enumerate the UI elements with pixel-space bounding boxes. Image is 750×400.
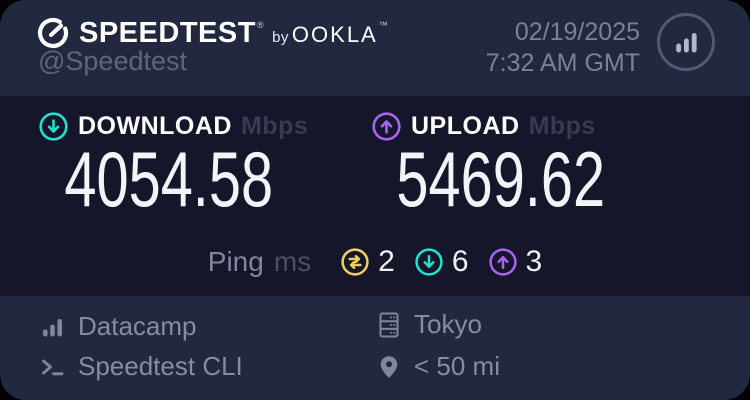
server-location: Tokyo [414, 309, 482, 339]
datetime: 02/19/2025 7:32 AM GMT [486, 17, 640, 79]
result-date: 02/19/2025 [514, 18, 640, 46]
download-section-label: DOWNLOAD Mbps [38, 111, 308, 142]
distance-value: < 50 mi [414, 351, 500, 381]
app-detail: Speedtest CLI [40, 351, 243, 382]
download-unit: Mbps [240, 112, 309, 140]
upload-section-label: UPLOAD Mbps [371, 111, 596, 142]
isp-detail: Datacamp [40, 311, 197, 342]
upload-label: UPLOAD [411, 112, 520, 140]
brand-trademark: ® [256, 19, 265, 30]
upload-value: 5469.62 [396, 135, 606, 223]
company-trademark: ™ [378, 19, 389, 30]
idle-latency-icon [341, 248, 369, 276]
latency-row: Ping ms 2 6 [0, 245, 750, 279]
brand-text: SPEEDTEST [79, 16, 256, 49]
location-pin-icon [380, 355, 398, 378]
app-name: Speedtest CLI [78, 351, 243, 381]
result-bars-badge [657, 13, 715, 71]
download-latency-value: 6 [451, 245, 469, 278]
upload-arrow-icon [372, 112, 401, 141]
idle-latency-value: 2 [378, 245, 395, 278]
result-time: 7:32 AM GMT [485, 49, 640, 77]
logo-wordmark: SPEEDTEST® by OOKLA™ [79, 17, 388, 50]
ping-label: Ping [207, 246, 264, 277]
server-icon [379, 312, 399, 337]
by-text: by [272, 28, 289, 46]
server-detail: Tokyo [376, 309, 482, 340]
speedtest-logo: SPEEDTEST® by OOKLA™ [36, 16, 388, 50]
download-latency-icon [415, 248, 443, 276]
distance-detail: < 50 mi [376, 351, 500, 382]
terminal-icon [42, 359, 64, 375]
idle-latency-group: 2 [340, 245, 395, 279]
upload-latency-group: 3 [488, 245, 543, 279]
upload-latency-value: 3 [525, 245, 543, 278]
download-label: DOWNLOAD [78, 112, 232, 140]
header-band [0, 0, 750, 96]
upload-unit: Mbps [528, 112, 596, 140]
bars-icon [675, 32, 697, 52]
isp-bars-icon [43, 318, 62, 336]
username: @Speedtest [38, 46, 188, 76]
company-text: OOKLA [291, 21, 378, 47]
download-value: 4054.58 [64, 135, 274, 223]
gauge-icon [37, 17, 69, 49]
footer-band [0, 296, 750, 400]
ping-unit: ms [273, 246, 312, 277]
download-latency-group: 6 [414, 245, 469, 279]
isp-name: Datacamp [78, 311, 197, 341]
download-arrow-icon [39, 112, 68, 141]
upload-latency-icon [488, 248, 517, 276]
